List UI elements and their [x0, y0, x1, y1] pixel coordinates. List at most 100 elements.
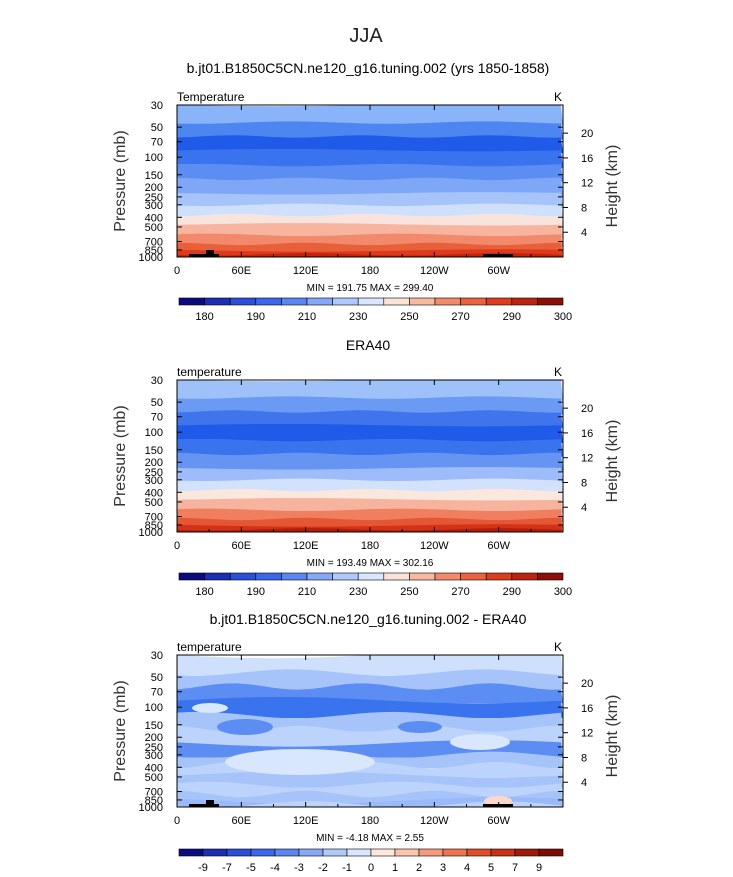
colorbar-swatch: [537, 572, 564, 581]
colorbar-swatch: [332, 297, 359, 306]
height-tick-label: 20: [581, 128, 593, 140]
height-tick-label: 16: [581, 153, 593, 165]
colorbar-label: -7: [222, 862, 232, 872]
colorbar-swatch: [537, 297, 564, 306]
y-axis-label: Pressure (mb): [112, 405, 129, 506]
contour-band: [177, 163, 563, 182]
contour-band: [177, 711, 563, 732]
y-tick-label: 500: [145, 772, 163, 784]
contour-band: [177, 233, 563, 247]
panel-title: b.jt01.B1850C5CN.ne120_g16.tuning.002 - …: [210, 611, 527, 627]
y-tick-label: 300: [145, 750, 163, 762]
stats-label: MIN = 193.49 MAX = 302.16: [307, 558, 434, 569]
colorbar-swatch: [346, 848, 372, 857]
y-tick-label: 400: [145, 212, 163, 224]
y-tick-label: 500: [145, 222, 163, 234]
colorbar-swatch: [255, 297, 282, 306]
height-tick-label: 16: [581, 703, 593, 715]
contour-band: [177, 467, 563, 483]
anomaly-region: [225, 749, 375, 775]
y-tick-label: 30: [151, 375, 163, 387]
colorbar-swatch: [306, 297, 333, 306]
height-tick-label: 12: [581, 728, 593, 740]
colorbar-label: 290: [503, 586, 521, 598]
colorbar-swatch: [383, 572, 410, 581]
y-tick-label: 250: [145, 467, 163, 479]
stats-label: MIN = 191.75 MAX = 299.40: [307, 283, 434, 294]
y-tick-label: 100: [145, 702, 163, 714]
colorbar-label: 180: [195, 311, 213, 323]
x-tick-label: 120W: [420, 815, 449, 827]
colorbar-swatch: [226, 848, 252, 857]
colorbar-swatch: [229, 297, 257, 306]
colorbar-swatch: [442, 848, 468, 857]
colorbar-swatch: [511, 297, 538, 306]
colorbar-swatch: [178, 572, 205, 581]
colorbar-label: 7: [512, 862, 518, 872]
colorbar-swatch: [490, 848, 516, 857]
x-tick-label: 0: [174, 540, 180, 552]
contour-band: [177, 380, 563, 401]
x-tick-label: 180: [361, 815, 379, 827]
colorbar-label: 270: [451, 311, 469, 323]
colorbar-swatch: [460, 572, 487, 581]
x-tick-label: 120E: [293, 815, 319, 827]
contour-band: [177, 438, 563, 457]
topography-mask: [189, 250, 513, 257]
colorbar-label: 270: [451, 586, 469, 598]
colorbar-label: 190: [247, 311, 265, 323]
height-tick-label: 12: [581, 453, 593, 465]
y-tick-label: 300: [145, 200, 163, 212]
y2-axis-label: Height (km): [604, 145, 621, 228]
colorbar-label: 250: [400, 586, 418, 598]
stats-label: MIN = -4.18 MAX = 2.55: [316, 833, 424, 844]
figure-title: JJA: [349, 25, 383, 47]
colorbar: 180 190 210 230 250 270 290 300: [178, 297, 572, 323]
y-tick-label: 50: [151, 397, 163, 409]
x-tick-label: 60E: [232, 265, 252, 277]
colorbar-label: -9: [198, 862, 208, 872]
height-tick-label: 20: [581, 678, 593, 690]
colorbar-swatch: [485, 572, 513, 581]
colorbar-swatch: [306, 572, 333, 581]
variable-label: temperature: [177, 640, 242, 654]
height-tick-label: 4: [581, 777, 587, 789]
colorbar-label: 300: [554, 586, 572, 598]
colorbar-swatch: [434, 572, 461, 581]
colorbar-swatch: [394, 848, 420, 857]
y-tick-label: 30: [151, 650, 163, 662]
contour-band: [177, 105, 563, 126]
y-tick-label: 70: [151, 412, 163, 424]
y-tick-label: 50: [151, 122, 163, 134]
x-tick-label: 180: [361, 265, 379, 277]
colorbar-label: 1: [392, 862, 398, 872]
variable-label: Temperature: [177, 90, 245, 104]
colorbar-swatch: [250, 848, 276, 857]
units-label: K: [554, 640, 562, 654]
y-tick-label: 300: [145, 475, 163, 487]
colorbar: 180 190 210 230 250 270 290 300: [178, 572, 572, 598]
colorbar-swatch: [357, 297, 385, 306]
colorbar-label: 3: [440, 862, 446, 872]
colorbar-label: 250: [400, 311, 418, 323]
colorbar-swatch: [434, 297, 461, 306]
colorbar-label: 5: [488, 862, 494, 872]
colorbar-swatch: [229, 572, 257, 581]
colorbar-swatch: [409, 297, 436, 306]
colorbar-swatch: [204, 297, 231, 306]
y-tick-label: 200: [145, 732, 163, 744]
contour-band: [177, 423, 563, 444]
colorbar-swatch: [322, 848, 348, 857]
colorbar-label: 230: [349, 586, 367, 598]
colorbar-label: -4: [270, 862, 280, 872]
colorbar-swatch: [204, 572, 231, 581]
y-tick-label: 700: [145, 512, 163, 524]
colorbar-swatch: [466, 848, 492, 857]
y-tick-label: 100: [145, 427, 163, 439]
contour-band: [177, 135, 563, 154]
y-tick-label: 1000: [139, 252, 163, 264]
anomaly-region: [484, 796, 512, 806]
colorbar: -9 -7 -5 -4 -3 -2 -1 0 1 2 3 4 5 7 9: [178, 848, 564, 874]
anomaly-region: [450, 734, 510, 750]
y-tick-label: 150: [145, 720, 163, 732]
